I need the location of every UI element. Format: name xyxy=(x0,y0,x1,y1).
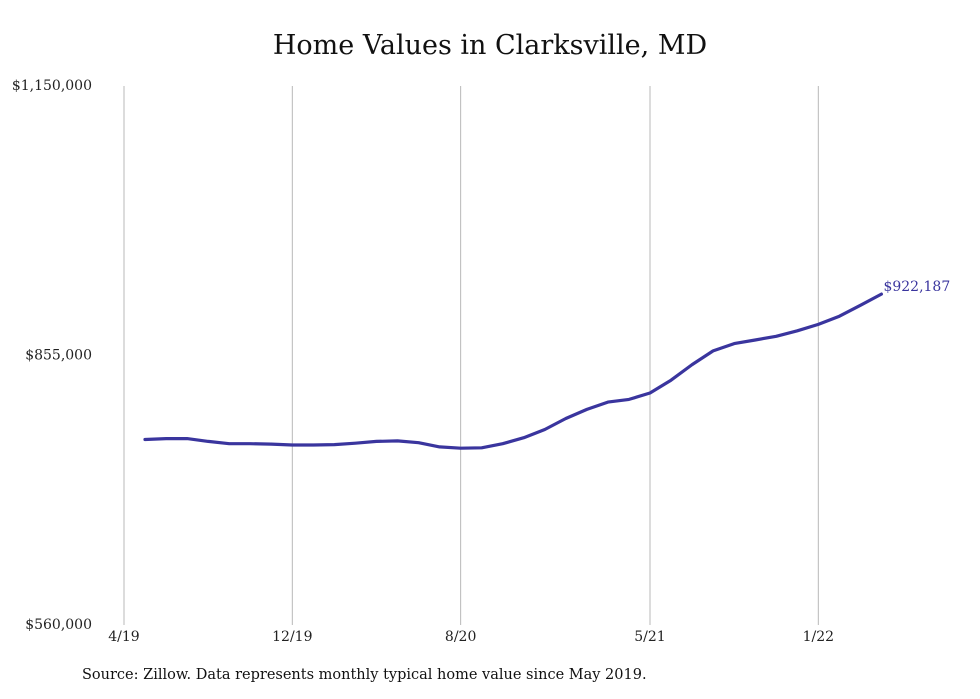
series-layer xyxy=(143,292,884,450)
end-value-label: $922,187 xyxy=(883,279,950,295)
series-line-0 xyxy=(143,292,884,450)
y-tick-label: $560,000 xyxy=(25,617,92,633)
x-tick-label: 12/19 xyxy=(272,629,312,645)
chart-title: Home Values in Clarksville, MD xyxy=(272,30,708,61)
x-tick-label: 5/21 xyxy=(634,629,665,645)
grid-layer xyxy=(123,86,819,625)
x-tick-label: 4/19 xyxy=(108,629,139,645)
y-tick-label: $1,150,000 xyxy=(12,78,92,94)
x-tick-label: 1/22 xyxy=(803,629,834,645)
y-tick-label: $855,000 xyxy=(25,348,92,364)
x-tick-label: 8/20 xyxy=(445,629,476,645)
source-note: Source: Zillow. Data represents monthly … xyxy=(82,667,647,683)
axis-labels: 4/19 12/19 8/20 5/21 1/22 $1,150,000 $855,000 $… xyxy=(12,78,834,645)
annotation-layer: $922,187 xyxy=(883,279,950,295)
